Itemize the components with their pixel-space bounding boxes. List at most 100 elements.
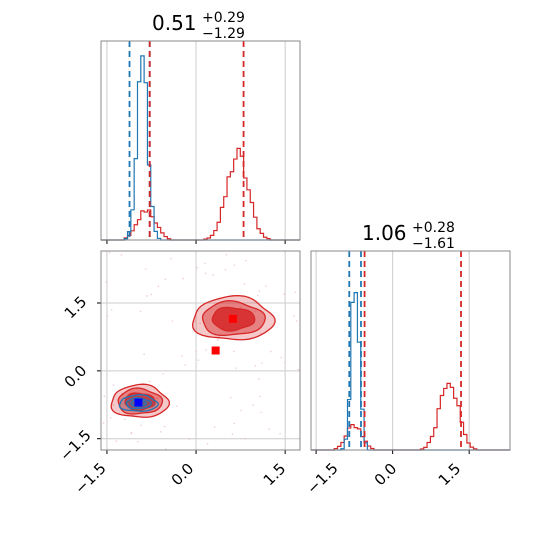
- title-param2-value: 1.06: [362, 221, 407, 245]
- scatter-background-point: [204, 272, 207, 275]
- scatter-background-point: [284, 361, 286, 364]
- scatter-background-point: [150, 293, 152, 296]
- scatter-background-point: [225, 253, 228, 256]
- x1-tick-1: −1.5: [71, 459, 109, 497]
- scatter-background-point: [143, 353, 145, 355]
- scatter-background-point: [188, 438, 191, 440]
- scatter-background-point: [157, 285, 160, 288]
- title-param2-plus: +0.28: [412, 220, 455, 236]
- scatter-background: [101, 251, 300, 450]
- scatter-background-point: [293, 315, 296, 317]
- scatter-background-point: [146, 295, 148, 297]
- hist1-border: [100, 40, 301, 241]
- hist1-red-histogram: [101, 147, 300, 241]
- title-param2: 1.06: [362, 221, 407, 245]
- scatter-background-point: [295, 320, 298, 322]
- scatter-background-point: [252, 404, 255, 406]
- scatter-background-point: [155, 397, 157, 399]
- scatter-background-point: [280, 356, 283, 359]
- scatter-background-point: [213, 426, 216, 428]
- x2-tick-1: −1.5: [303, 459, 341, 497]
- scatter-background-point: [205, 348, 208, 351]
- scatter-background-point: [206, 442, 209, 445]
- scatter-background-point: [194, 320, 197, 323]
- scatter-background-point: [139, 310, 142, 313]
- x2-tick-3: 1.5: [435, 460, 465, 490]
- scatter-background-point: [294, 291, 297, 294]
- scatter-background-point: [112, 404, 115, 406]
- scatter-background-point: [140, 424, 142, 427]
- scatter-2d-panel: [97, 250, 301, 454]
- scatter-background-point: [260, 332, 262, 335]
- y-tick-2: 0.0: [61, 362, 91, 392]
- scatter-background-point: [182, 277, 185, 280]
- scatter-background-point: [279, 432, 281, 435]
- scatter-background-point: [224, 268, 227, 271]
- scatter-background-point: [163, 425, 166, 428]
- scatter-background-point: [268, 428, 270, 430]
- scatter-background-point: [195, 350, 197, 353]
- title-param1: 0.51: [152, 11, 197, 35]
- scatter-background-point: [160, 431, 162, 433]
- scatter-background-point: [233, 422, 236, 425]
- hist2-background: [311, 251, 510, 450]
- scatter-background-point: [259, 395, 261, 398]
- scatter-background-point: [229, 396, 232, 399]
- scatter-background-point: [254, 365, 257, 367]
- histogram-param2-panel: [310, 250, 511, 454]
- marker-blue-2: [134, 398, 143, 407]
- scatter-background-point: [170, 257, 173, 260]
- scatter-background-point: [217, 339, 219, 341]
- scatter-background-point: [164, 278, 167, 281]
- scatter-background-point: [239, 306, 242, 309]
- scatter-background-point: [102, 422, 105, 424]
- scatter-background-point: [123, 418, 126, 421]
- x1-tick-3: 1.5: [260, 460, 290, 490]
- scatter-background-point: [197, 359, 200, 361]
- scatter-background-point: [233, 264, 236, 266]
- scatter-background-point: [283, 293, 286, 295]
- title-param2-minus: −1.61: [412, 236, 455, 252]
- y-tick-1: 1.5: [61, 293, 91, 323]
- scatter-background-point: [244, 437, 247, 440]
- scatter-background-point: [232, 350, 235, 353]
- scatter-background-point: [212, 274, 214, 276]
- hist2-border: [310, 250, 511, 451]
- scatter-background-point: [157, 397, 160, 399]
- scatter-background-point: [106, 315, 109, 318]
- scatter-background-point: [243, 283, 246, 286]
- scatter-background-point: [258, 290, 261, 292]
- scatter-background-point: [108, 251, 111, 254]
- histogram-param1-panel: [100, 40, 301, 244]
- title-param1-value: 0.51: [152, 11, 197, 35]
- scatter-background-point: [181, 355, 183, 357]
- scatter-background-point: [254, 310, 257, 313]
- title-param1-plus: +0.29: [202, 10, 245, 26]
- x1-tick-2: 0.0: [168, 460, 198, 490]
- scatter-background-point: [112, 384, 115, 386]
- scatter-background-point: [144, 268, 147, 270]
- scatter-background-point: [297, 368, 300, 371]
- scatter-background-point: [120, 254, 123, 256]
- scatter-background-point: [240, 409, 242, 412]
- scatter-background-point: [258, 378, 260, 381]
- scatter-background-point: [184, 364, 186, 366]
- y-tick-3: −1.5: [56, 426, 94, 464]
- scatter-background-point: [171, 320, 174, 322]
- scatter-background-point: [196, 266, 199, 269]
- marker-red-0: [228, 314, 237, 323]
- scatter-background-point: [265, 285, 267, 287]
- marker-red-1: [211, 346, 220, 355]
- scatter-background-point: [103, 395, 106, 398]
- scatter-background-point: [110, 308, 113, 311]
- scatter-background-point: [130, 432, 132, 434]
- scatter-background-point: [162, 373, 164, 375]
- scatter-background-point: [245, 259, 247, 262]
- scatter-background-point: [105, 281, 107, 283]
- scatter-background-point: [137, 440, 139, 443]
- scatter-background-point: [148, 380, 151, 383]
- scatter-background-point: [260, 411, 262, 414]
- scatter-background-point: [115, 440, 118, 442]
- scatter-background-point: [261, 362, 263, 364]
